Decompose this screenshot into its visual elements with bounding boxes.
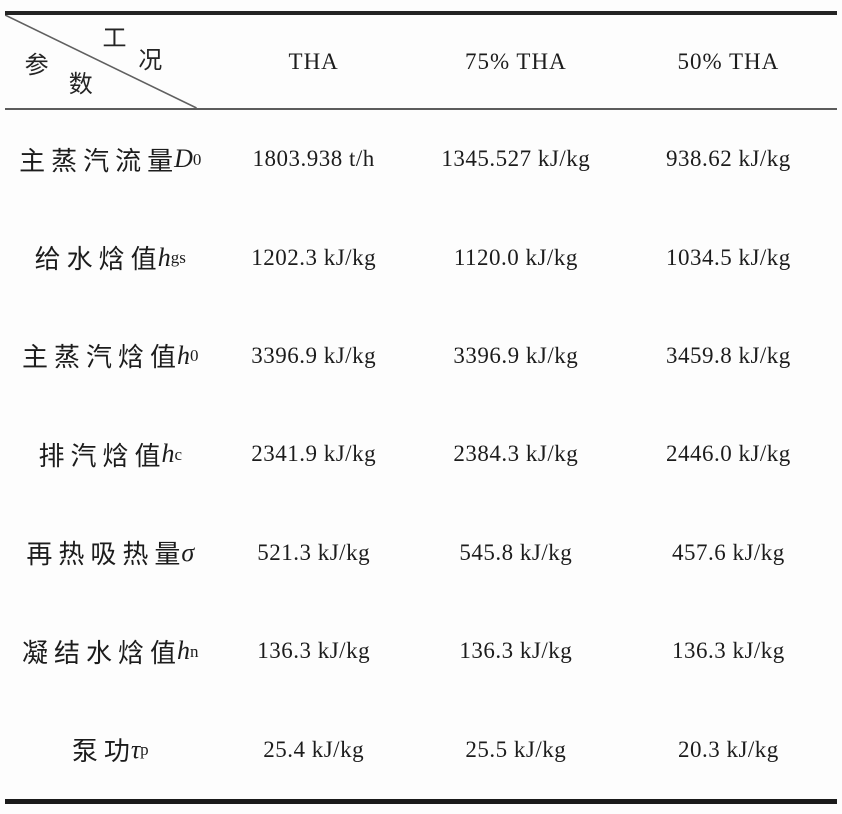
table-row-main-steam-flow: 主蒸汽流量 D 0 1803.938 t/h 1345.527 kJ/kg 938.… (5, 110, 837, 208)
value-cell: 136.3 kJ/kg (459, 638, 573, 664)
corner-label-parameter-char-2: 数 (68, 71, 93, 98)
value-cell: 3396.9 kJ/kg (251, 342, 377, 368)
column-header-75tha: 75% THA (464, 48, 567, 74)
value-cell: 457.6 kJ/kg (671, 539, 785, 565)
row-label: 排汽焓值 h c (5, 405, 215, 503)
value-cell: 545.8 kJ/kg (459, 539, 573, 565)
row-label: 再热吸热量 σ (5, 504, 215, 602)
row-label: 凝结水焓值 h n (5, 602, 215, 700)
value-cell: 2446.0 kJ/kg (665, 441, 791, 467)
row-label: 主蒸汽流量 D 0 (5, 110, 215, 208)
value-cell: 136.3 kJ/kg (257, 638, 371, 664)
value-cell: 521.3 kJ/kg (257, 539, 371, 565)
table-row-condensate-enthalpy: 凝结水焓值 h n 136.3 kJ/kg 136.3 kJ/kg 136.3 kJ… (5, 602, 837, 700)
corner-label-condition-char-1: 工 (102, 26, 127, 53)
parameter-subscript: gs (170, 248, 186, 268)
parameter-name: 凝结水焓值 (21, 638, 182, 668)
parameter-symbol: D (174, 144, 193, 174)
parameter-name: 泵功 (71, 737, 136, 767)
parameter-symbol: h (161, 439, 175, 469)
value-cell: 2341.9 kJ/kg (251, 441, 377, 467)
table-row-main-steam-enthalpy: 主蒸汽焓值 h 0 3396.9 kJ/kg 3396.9 kJ/kg 3459.8… (5, 307, 837, 405)
parameter-symbol: σ (181, 537, 195, 567)
table-row-feedwater-enthalpy: 给水焓值 h gs 1202.3 kJ/kg 1120.0 kJ/kg 1034.5… (5, 208, 837, 306)
parameter-name: 排汽焓值 (38, 441, 167, 471)
value-cell: 136.3 kJ/kg (671, 638, 785, 664)
parameter-symbol: τ (130, 734, 141, 764)
table-header-row: 工 况 参 数 THA 75% THA 50% THA (5, 15, 837, 110)
parameter-name: 给水焓值 (34, 245, 163, 275)
value-cell: 3396.9 kJ/kg (453, 342, 579, 368)
diagonal-divider-line (5, 15, 215, 108)
value-cell: 938.62 kJ/kg (665, 146, 791, 172)
parameter-symbol: h (177, 636, 190, 666)
table-row-reheat-absorption: 再热吸热量 σ 521.3 kJ/kg 545.8 kJ/kg 457.6 kJ/… (5, 504, 837, 602)
parameter-subscript: p (140, 740, 149, 760)
value-cell: 1803.938 t/h (252, 146, 375, 172)
corner-label-condition-char-2: 况 (138, 47, 163, 74)
parameter-name: 主蒸汽焓值 (21, 343, 182, 373)
column-header-50tha: 50% THA (677, 48, 780, 74)
parameter-symbol: h (157, 242, 171, 272)
parameters-table: 工 况 参 数 THA 75% THA 50% THA 主蒸汽流量 D 0 1803… (5, 11, 837, 804)
value-cell: 1034.5 kJ/kg (665, 244, 791, 270)
value-cell: 20.3 kJ/kg (677, 736, 779, 762)
value-cell: 1345.527 kJ/kg (441, 146, 591, 172)
value-cell: 25.4 kJ/kg (263, 736, 365, 762)
value-cell: 2384.3 kJ/kg (453, 441, 579, 467)
value-cell: 3459.8 kJ/kg (665, 342, 791, 368)
parameter-subscript: 0 (192, 149, 202, 169)
table-row-exhaust-enthalpy: 排汽焓值 h c 2341.9 kJ/kg 2384.3 kJ/kg 2446.0 … (5, 405, 837, 503)
corner-header-cell: 工 况 参 数 (5, 15, 215, 108)
value-cell: 25.5 kJ/kg (465, 736, 567, 762)
table-row-pump-work: 泵功 τ p 25.4 kJ/kg 25.5 kJ/kg 20.3 kJ/kg (5, 700, 837, 798)
corner-label-parameter-char-1: 参 (24, 53, 49, 80)
value-cell: 1120.0 kJ/kg (453, 244, 578, 270)
parameter-name: 再热吸热量 (26, 540, 187, 570)
parameter-subscript: c (174, 444, 183, 464)
parameter-symbol: h (177, 340, 190, 370)
parameter-subscript: n (190, 641, 199, 661)
parameter-name: 主蒸汽流量 (19, 146, 180, 176)
parameter-subscript: 0 (190, 346, 199, 366)
value-cell: 1202.3 kJ/kg (251, 244, 377, 270)
row-label: 泵功 τ p (5, 700, 215, 798)
row-label: 主蒸汽焓值 h 0 (5, 307, 215, 405)
column-header-tha: THA (288, 48, 339, 74)
row-label: 给水焓值 h gs (5, 208, 215, 306)
